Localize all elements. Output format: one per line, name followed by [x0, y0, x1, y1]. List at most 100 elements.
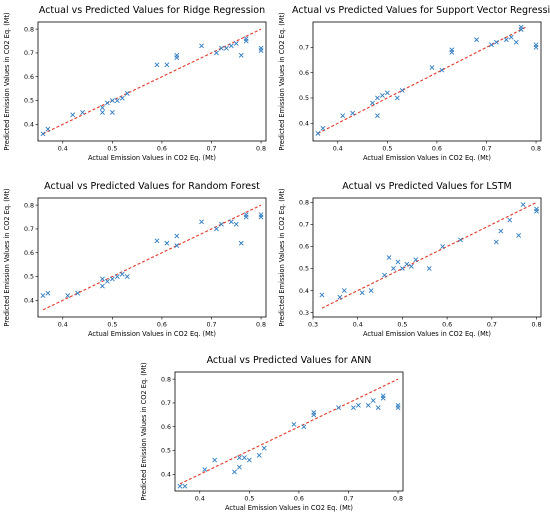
y-axis-label: Predicted Emission Values in CO2 Eq. (Mt…: [3, 12, 11, 150]
data-point: [100, 110, 105, 115]
data-point: [518, 24, 524, 30]
x-tick-label: 0.4: [58, 322, 68, 329]
plot-area-frame: [174, 371, 404, 492]
data-point: [337, 294, 343, 300]
y-axis-label: Predicted Emission Values in CO2 Eq. (Mt…: [3, 188, 11, 326]
x-tick-label: 0.6: [442, 322, 452, 329]
y-tick-label: 0.5: [24, 98, 34, 105]
data-point: [154, 238, 160, 244]
data-point: [40, 131, 46, 137]
data-point: [223, 45, 229, 51]
ideal-fit-line: [179, 378, 399, 485]
x-tick-label: 0.6: [294, 496, 304, 503]
chart-svg: Actual vs Predicted Values for LSTM 0.3 0.…: [278, 181, 542, 338]
data-point: [533, 42, 539, 48]
data-point: [449, 47, 455, 53]
data-point: [311, 410, 317, 415]
data-point: [100, 276, 105, 282]
y-tick-label: 0.6: [24, 250, 34, 257]
x-tick-label: 0.4: [333, 146, 343, 153]
x-tick-label: 0.8: [256, 322, 266, 329]
data-point: [237, 464, 242, 470]
data-point: [291, 421, 297, 427]
data-point: [124, 274, 130, 279]
data-point: [243, 212, 249, 218]
chart-support-vector-regression: Actual vs Predicted Values for Support V…: [275, 0, 550, 176]
x-axis-label: Actual Emission Values in CO2 Eq. (Mt): [363, 330, 491, 338]
chart-title: Actual vs Predicted Values for ANN: [207, 355, 372, 366]
y-tick-label: 0.8: [24, 26, 34, 33]
data-point: [233, 221, 239, 227]
data-point: [114, 98, 120, 103]
data-point: [164, 62, 170, 68]
x-tick-label: 0.5: [244, 496, 254, 503]
data-point: [355, 402, 361, 408]
chart-svg: Actual vs Predicted Values for Random Fo…: [3, 181, 267, 338]
data-point: [489, 42, 494, 48]
ideal-fit-line: [317, 26, 527, 134]
x-axis-label: Actual Emission Values in CO2 Eq. (Mt): [88, 154, 216, 162]
y-tick-label: 0.6: [24, 74, 34, 81]
y-tick-label: 0.7: [299, 222, 309, 229]
y-tick-label: 0.5: [24, 274, 34, 281]
y-tick-label: 0.5: [299, 266, 309, 273]
chart-title: Actual vs Predicted Values for Support V…: [292, 5, 550, 16]
data-point: [440, 244, 446, 249]
x-tick-label: 0.4: [353, 322, 363, 329]
data-point: [199, 219, 204, 225]
data-point: [365, 402, 371, 408]
data-point: [104, 278, 110, 284]
data-point: [336, 405, 341, 411]
plot-area-frame: [37, 21, 267, 142]
y-tick-label: 0.8: [161, 376, 171, 383]
data-point: [241, 455, 247, 461]
y-tick-label: 0.3: [299, 310, 309, 317]
data-point: [228, 219, 234, 225]
data-point: [218, 221, 224, 227]
x-tick-label: 0.7: [343, 496, 353, 503]
data-point: [233, 41, 239, 46]
x-tick-label: 0.8: [256, 146, 266, 153]
data-point: [426, 266, 432, 271]
data-point: [474, 37, 479, 43]
data-point: [315, 130, 321, 136]
data-point: [493, 239, 499, 245]
data-point: [503, 37, 509, 43]
plot-area-frame: [312, 21, 542, 142]
data-point: [174, 233, 180, 239]
y-axis-label: Predicted Emission Values in CO2 Eq. (Mt…: [278, 12, 286, 150]
y-tick-label: 0.4: [24, 122, 34, 129]
data-point: [340, 113, 346, 119]
data-point: [413, 257, 419, 263]
chart-svg: Actual vs Predicted Values for Ridge Reg…: [3, 5, 267, 162]
data-point: [75, 290, 81, 296]
data-point: [375, 405, 381, 411]
data-point: [177, 483, 183, 489]
data-point: [238, 240, 244, 246]
data-point: [154, 62, 160, 68]
chart-random-forest: Actual vs Predicted Values for Random Fo…: [0, 176, 275, 352]
y-tick-label: 0.7: [161, 400, 171, 407]
data-point: [261, 445, 267, 451]
x-tick-label: 0.5: [397, 322, 407, 329]
ideal-fit-line: [42, 28, 262, 135]
data-point: [370, 100, 375, 106]
x-tick-label: 0.3: [308, 322, 318, 329]
data-point: [513, 39, 519, 45]
data-point: [319, 292, 325, 298]
plot-area-frame: [37, 197, 267, 318]
data-point: [408, 263, 414, 269]
x-tick-label: 0.8: [531, 146, 541, 153]
data-point: [100, 283, 105, 289]
data-point: [45, 290, 51, 296]
x-tick-label: 0.7: [206, 322, 216, 329]
y-tick-label: 0.4: [24, 298, 34, 305]
x-tick-label: 0.8: [393, 496, 403, 503]
chart-svg: Actual vs Predicted Values for ANN 0.4 0.5…: [140, 355, 404, 512]
data-point: [256, 452, 262, 458]
x-tick-label: 0.5: [107, 146, 117, 153]
data-point: [384, 90, 390, 96]
x-tick-label: 0.7: [481, 146, 491, 153]
data-point: [439, 67, 445, 73]
data-point: [232, 469, 237, 475]
